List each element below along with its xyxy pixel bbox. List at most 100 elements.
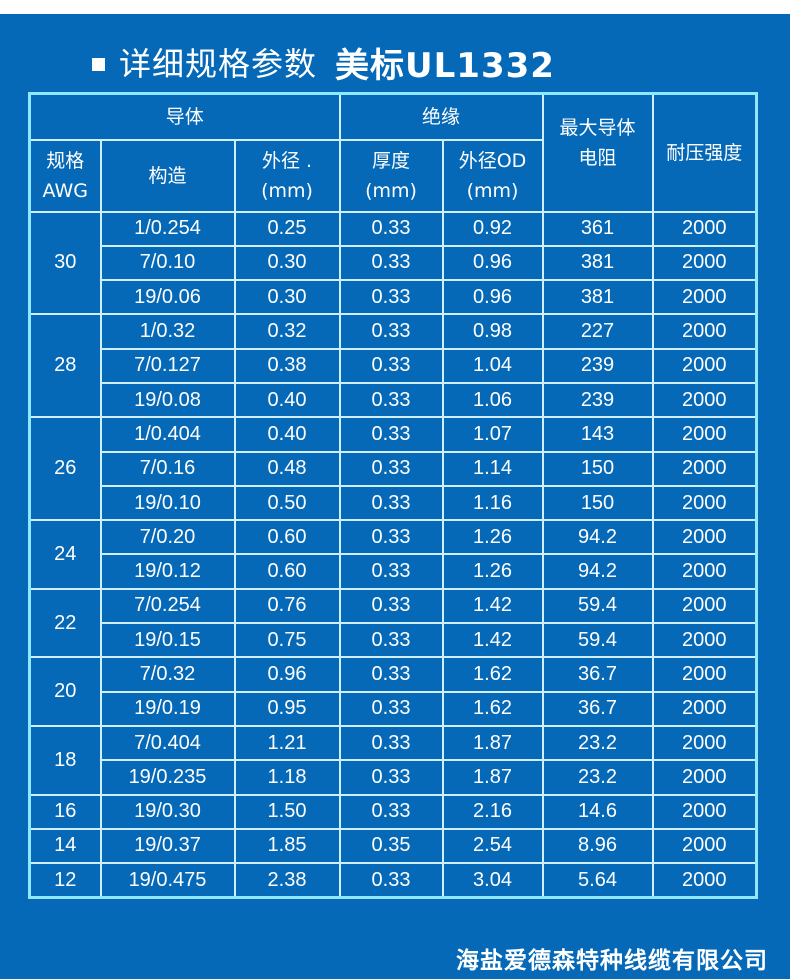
cond-od-cell: 1.21 bbox=[233, 724, 341, 762]
construction-cell: 7/0.10 bbox=[99, 244, 236, 282]
voltage-cell: 2000 bbox=[651, 484, 758, 522]
cond-od-cell: 1.18 bbox=[233, 759, 341, 796]
header-thickness-line1: 厚度 bbox=[371, 149, 410, 172]
construction-cell: 7/0.404 bbox=[99, 724, 236, 762]
resistance-cell: 381 bbox=[541, 279, 654, 316]
ins-od-cell: 0.96 bbox=[441, 279, 544, 316]
header-max-resistance: 最大导体 电阻 bbox=[541, 92, 654, 213]
awg-cell: 16 bbox=[28, 793, 102, 830]
resistance-cell: 227 bbox=[541, 313, 654, 350]
ins-od-cell: 2.54 bbox=[441, 827, 544, 865]
ins-od-cell: 1.62 bbox=[441, 690, 544, 727]
voltage-cell: 2000 bbox=[651, 656, 758, 693]
cond-od-cell: 0.38 bbox=[233, 347, 341, 384]
voltage-cell: 2000 bbox=[651, 724, 758, 762]
ins-od-cell: 1.07 bbox=[441, 416, 544, 453]
ins-od-cell: 1.87 bbox=[441, 759, 544, 796]
resistance-cell: 14.6 bbox=[541, 793, 654, 830]
cond-od-cell: 0.96 bbox=[233, 656, 341, 693]
table-row: 26 1/0.404 0.40 0.33 1.07 143 2000 bbox=[28, 416, 758, 522]
construction-cell: 19/0.08 bbox=[99, 381, 236, 419]
awg-cell: 28 bbox=[28, 313, 102, 419]
resistance-cell: 8.96 bbox=[541, 827, 654, 865]
cond-od-cell: 1.50 bbox=[233, 793, 341, 830]
cond-od-cell: 0.32 bbox=[233, 313, 341, 350]
thickness-cell: 0.33 bbox=[338, 450, 444, 487]
header-conductor-od-line1: 外径 . bbox=[261, 149, 313, 172]
spec-table-body: 30 1/0.254 0.25 0.33 0.92 361 2000 7/0.10 0.30 0.… bbox=[28, 210, 758, 899]
thickness-cell: 0.33 bbox=[338, 656, 444, 693]
spec-table: 导体 绝缘 最大导体 电阻 耐压强度 规格 AWG 构造 外径 . (mm) bbox=[28, 92, 758, 900]
thickness-cell: 0.33 bbox=[338, 587, 444, 625]
awg-cell: 20 bbox=[28, 656, 102, 727]
header-max-resistance-line2: 电阻 bbox=[578, 146, 617, 169]
table-row: 19/0.235 1.18 0.33 1.87 23.2 2000 bbox=[30, 759, 758, 796]
ins-od-cell: 3.04 bbox=[441, 862, 544, 899]
header-conductor-od-line2: (mm) bbox=[261, 179, 313, 202]
cond-od-cell: 0.30 bbox=[233, 279, 341, 316]
thickness-cell: 0.33 bbox=[338, 416, 444, 453]
cond-od-cell: 0.25 bbox=[233, 210, 341, 247]
thickness-cell: 0.33 bbox=[338, 279, 444, 316]
thickness-cell: 0.33 bbox=[338, 862, 444, 899]
construction-cell: 19/0.15 bbox=[99, 622, 236, 659]
table-row: 30 1/0.254 0.25 0.33 0.92 361 2000 bbox=[28, 210, 758, 316]
resistance-cell: 5.64 bbox=[541, 862, 654, 899]
spec-panel: 详细规格参数 美标UL1332 导体 绝缘 最大导体 电阻 耐压强度 规格 AW… bbox=[0, 14, 790, 979]
cond-od-cell: 0.60 bbox=[233, 519, 341, 556]
table-row: 18 7/0.404 1.21 0.33 1.87 23.2 2000 bbox=[28, 724, 758, 796]
table-row: 19/0.15 0.75 0.33 1.42 59.4 2000 bbox=[30, 622, 758, 659]
construction-cell: 7/0.127 bbox=[99, 347, 236, 384]
resistance-cell: 150 bbox=[541, 450, 654, 487]
table-row: 7/0.10 0.30 0.33 0.96 381 2000 bbox=[30, 244, 758, 282]
voltage-cell: 2000 bbox=[651, 313, 758, 350]
cond-od-cell: 1.85 bbox=[233, 827, 341, 865]
voltage-cell: 2000 bbox=[651, 381, 758, 419]
awg-cell: 24 bbox=[28, 519, 102, 590]
resistance-cell: 143 bbox=[541, 416, 654, 453]
resistance-cell: 36.7 bbox=[541, 656, 654, 693]
header-insulation-od-line2: (mm) bbox=[466, 179, 519, 202]
header-thickness: 厚度 (mm) bbox=[338, 138, 444, 213]
ins-od-cell: 1.62 bbox=[441, 656, 544, 693]
construction-cell: 7/0.20 bbox=[99, 519, 236, 556]
construction-cell: 7/0.32 bbox=[99, 656, 236, 693]
resistance-cell: 94.2 bbox=[541, 519, 654, 556]
thickness-cell: 0.33 bbox=[338, 484, 444, 522]
cond-od-cell: 0.40 bbox=[233, 381, 341, 419]
voltage-cell: 2000 bbox=[651, 553, 758, 590]
construction-cell: 1/0.254 bbox=[99, 210, 236, 247]
thickness-cell: 0.33 bbox=[338, 313, 444, 350]
header-awg: 规格 AWG bbox=[28, 138, 102, 213]
cond-od-cell: 0.48 bbox=[233, 450, 341, 487]
table-row: 20 7/0.32 0.96 0.33 1.62 36.7 2000 bbox=[28, 656, 758, 727]
construction-cell: 19/0.06 bbox=[99, 279, 236, 316]
construction-cell: 19/0.235 bbox=[99, 759, 236, 796]
thickness-cell: 0.33 bbox=[338, 724, 444, 762]
thickness-cell: 0.33 bbox=[338, 210, 444, 247]
voltage-cell: 2000 bbox=[651, 279, 758, 316]
group-header-row: 导体 绝缘 最大导体 电阻 耐压强度 bbox=[28, 92, 758, 213]
ins-od-cell: 1.87 bbox=[441, 724, 544, 762]
header-insulation-od-line1: 外径OD bbox=[458, 149, 527, 172]
page-title: 详细规格参数 美标UL1332 bbox=[92, 34, 555, 90]
voltage-cell: 2000 bbox=[651, 827, 758, 865]
voltage-cell: 2000 bbox=[651, 690, 758, 727]
table-row: 19/0.10 0.50 0.33 1.16 150 2000 bbox=[30, 484, 758, 522]
awg-cell: 22 bbox=[28, 587, 102, 659]
thickness-cell: 0.33 bbox=[338, 347, 444, 384]
construction-cell: 19/0.19 bbox=[99, 690, 236, 727]
voltage-cell: 2000 bbox=[651, 450, 758, 487]
header-construction: 构造 bbox=[99, 138, 236, 213]
construction-cell: 19/0.10 bbox=[99, 484, 236, 522]
table-row: 7/0.127 0.38 0.33 1.04 239 2000 bbox=[30, 347, 758, 384]
ins-od-cell: 1.26 bbox=[441, 553, 544, 590]
header-awg-line2: AWG bbox=[42, 179, 88, 202]
construction-cell: 1/0.404 bbox=[99, 416, 236, 453]
thickness-cell: 0.33 bbox=[338, 793, 444, 830]
awg-cell: 18 bbox=[28, 724, 102, 796]
ins-od-cell: 1.14 bbox=[441, 450, 544, 487]
awg-cell: 26 bbox=[28, 416, 102, 522]
table-row: 14 19/0.37 1.85 0.35 2.54 8.96 2000 bbox=[28, 827, 758, 865]
construction-cell: 7/0.16 bbox=[99, 450, 236, 487]
